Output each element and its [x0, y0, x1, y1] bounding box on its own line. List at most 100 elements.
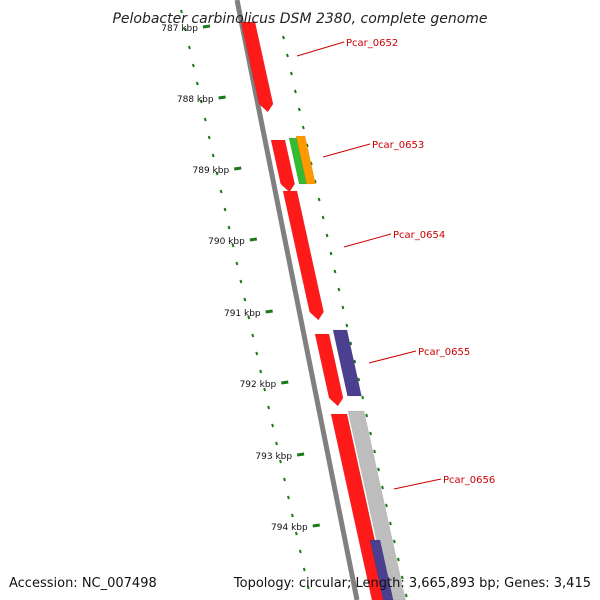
scale-tick — [255, 351, 259, 356]
scale-tick — [294, 531, 298, 536]
scale-tick — [203, 117, 207, 122]
scale-tick — [191, 63, 195, 68]
kbp-major-tick — [281, 380, 289, 385]
scale-tick — [341, 305, 345, 310]
scale-tick — [396, 557, 400, 562]
kbp-major-tick — [312, 523, 320, 528]
gene-label[interactable]: Pcar_0654 — [393, 230, 445, 241]
scale-tick — [184, 27, 187, 32]
scale-tick — [215, 171, 219, 176]
scale-tick — [361, 395, 365, 400]
scale-tick — [377, 467, 380, 472]
gene-pcar-0653-red[interactable] — [270, 139, 295, 193]
scale-tick — [263, 387, 267, 392]
scale-tick — [385, 503, 388, 508]
scale-tick — [239, 279, 243, 284]
scale-tick — [353, 359, 357, 364]
gene-label[interactable]: Pcar_0653 — [372, 140, 424, 151]
scale-tick — [333, 269, 337, 274]
gene-pcar-0653-orange[interactable] — [295, 135, 316, 185]
kbp-marker: 793 kbp — [255, 452, 305, 462]
scale-tick — [305, 143, 309, 148]
scale-tick — [293, 89, 297, 94]
accession-label: Accession: NC_007498 — [9, 576, 157, 591]
scale-tick — [282, 35, 285, 40]
genome-summary-label: Topology: circular; Length: 3,665,893 bp… — [233, 576, 591, 591]
kbp-marker: 792 kbp — [240, 380, 289, 390]
scale-tick — [283, 477, 286, 482]
scale-tick — [317, 197, 321, 202]
genome-backbone — [234, 0, 360, 600]
gene-pcar-0655-red[interactable] — [314, 333, 344, 407]
gene-pcar-0652[interactable] — [240, 21, 274, 113]
scale-tick — [271, 423, 275, 428]
kbp-marker: 789 kbp — [193, 166, 242, 176]
kbp-major-tick — [233, 166, 242, 171]
gene-pcar-0656-gray[interactable] — [347, 410, 406, 600]
kbp-label: 794 kbp — [271, 523, 308, 533]
gene-label[interactable]: Pcar_0656 — [443, 475, 495, 486]
scale-tick — [251, 333, 255, 338]
kbp-label: 792 kbp — [240, 380, 277, 390]
scale-tick — [180, 9, 183, 14]
kbp-marker: 794 kbp — [271, 523, 320, 533]
inner-scale-ticks — [180, 9, 310, 590]
gene-leader-line — [368, 350, 417, 364]
scale-tick — [227, 225, 231, 230]
scale-tick — [290, 513, 294, 518]
scale-tick — [231, 243, 235, 248]
gene-leader-line — [322, 143, 371, 158]
scale-tick — [195, 81, 199, 86]
gene-leader-line — [393, 478, 442, 490]
scale-tick — [219, 189, 223, 194]
scale-tick — [289, 71, 293, 76]
scale-tick — [388, 521, 392, 526]
scale-tick — [357, 377, 361, 382]
scale-tick — [337, 287, 341, 292]
scale-tick — [187, 45, 191, 50]
scale-tick — [309, 161, 313, 166]
scale-tick — [207, 135, 211, 140]
scale-tick — [279, 459, 282, 464]
scale-tick — [365, 413, 369, 418]
scale-tick — [235, 261, 239, 266]
scale-tick — [286, 495, 290, 500]
scale-tick — [345, 323, 349, 328]
scale-tick — [306, 585, 310, 590]
scale-tick — [313, 179, 317, 184]
scale-tick — [329, 251, 333, 256]
scale-tick — [267, 405, 271, 410]
scale-tick — [392, 539, 396, 544]
kbp-label: 788 kbp — [177, 95, 214, 105]
kbp-marker: 790 kbp — [208, 237, 258, 247]
scale-tick — [286, 53, 289, 58]
scale-tick — [301, 125, 305, 130]
scale-tick — [199, 99, 203, 104]
scale-tick — [325, 233, 329, 238]
kbp-marker: 791 kbp — [224, 309, 273, 319]
gene-pcar-0655-purple[interactable] — [332, 329, 362, 397]
scale-tick — [211, 153, 215, 158]
scale-tick — [349, 341, 353, 346]
scale-tick — [259, 369, 263, 374]
gene-label[interactable]: Pcar_0655 — [418, 347, 470, 358]
kbp-label: 790 kbp — [208, 237, 245, 247]
scale-tick — [275, 441, 278, 446]
kbp-label: 787 kbp — [161, 24, 198, 34]
gene-leader-line — [343, 233, 392, 248]
kbp-marker: 788 kbp — [177, 95, 226, 105]
kbp-marker: 787 kbp — [161, 24, 211, 34]
scale-tick — [373, 449, 377, 454]
gene-bottom-purple[interactable] — [369, 539, 394, 600]
scale-tick — [247, 315, 251, 320]
kbp-major-tick — [218, 95, 226, 100]
scale-tick — [297, 107, 301, 112]
kbp-major-tick — [296, 452, 305, 457]
gene-pcar-0654[interactable] — [282, 190, 324, 321]
scale-tick — [321, 215, 325, 220]
scale-tick — [243, 297, 247, 302]
gene-label[interactable]: Pcar_0652 — [346, 38, 398, 49]
scale-tick — [223, 207, 227, 212]
